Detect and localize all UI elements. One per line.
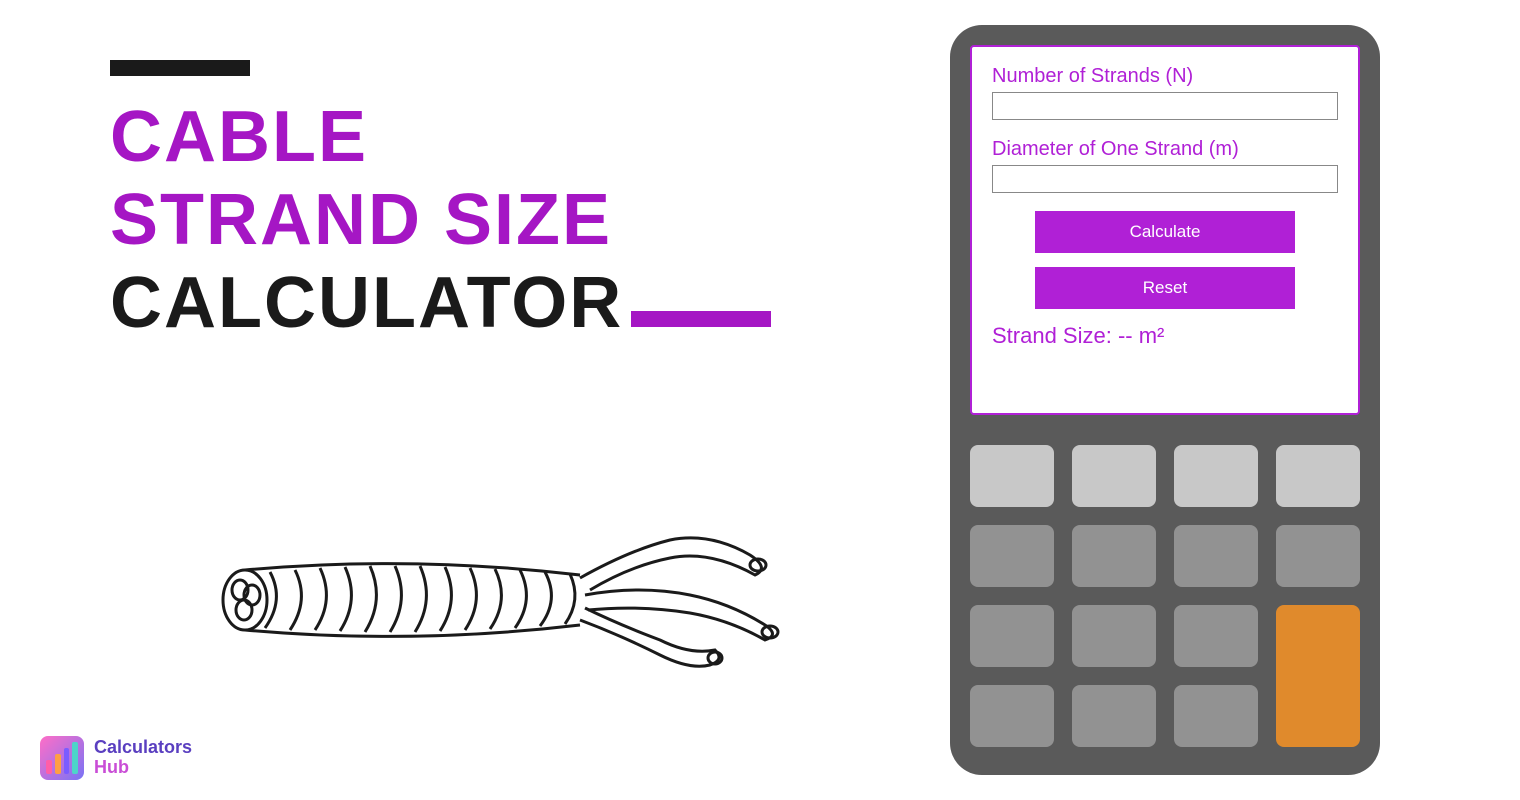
keypad-key[interactable] (1072, 605, 1156, 667)
keypad-key[interactable] (970, 605, 1054, 667)
keypad-key[interactable] (1072, 445, 1156, 507)
field-strands-label: Number of Strands (N) (992, 65, 1338, 88)
logo-bar (72, 742, 78, 774)
logo-text: Calculators Hub (94, 738, 192, 778)
field-diameter-label: Diameter of One Strand (m) (992, 138, 1338, 161)
logo-bar (55, 754, 61, 774)
keypad-key[interactable] (1276, 525, 1360, 587)
cable-illustration (210, 500, 810, 700)
logo-bar (64, 748, 70, 774)
keypad-key[interactable] (970, 525, 1054, 587)
reset-button[interactable]: Reset (1035, 267, 1295, 309)
logo-icon (40, 736, 84, 780)
logo-bar (46, 760, 52, 774)
keypad-key[interactable] (970, 445, 1054, 507)
result-text: Strand Size: -- m² (992, 323, 1338, 349)
title-line-3: CALCULATOR (110, 263, 623, 343)
calculate-button[interactable]: Calculate (1035, 211, 1295, 253)
keypad (970, 445, 1360, 747)
keypad-key[interactable] (1174, 605, 1258, 667)
keypad-key[interactable] (1174, 445, 1258, 507)
logo-text-2: Hub (94, 758, 192, 778)
keypad-key[interactable] (1174, 685, 1258, 747)
title-block: CABLE STRAND SIZE CALCULATOR (110, 60, 771, 344)
title-top-bar (110, 60, 250, 76)
title-bottom-bar (631, 311, 771, 327)
calculator-screen: Number of Strands (N) Diameter of One St… (970, 45, 1360, 415)
keypad-key[interactable] (1174, 525, 1258, 587)
logo: Calculators Hub (40, 736, 192, 780)
logo-text-1: Calculators (94, 738, 192, 758)
field-strands-input[interactable] (992, 92, 1338, 120)
keypad-key[interactable] (970, 685, 1054, 747)
keypad-key[interactable] (1072, 525, 1156, 587)
keypad-key-equals[interactable] (1276, 605, 1360, 747)
title-line-2: STRAND SIZE (110, 179, 771, 262)
calculator-device: Number of Strands (N) Diameter of One St… (950, 25, 1380, 775)
title-line-1: CABLE (110, 96, 771, 179)
title-line-3-wrap: CALCULATOR (110, 262, 771, 345)
keypad-key[interactable] (1072, 685, 1156, 747)
keypad-key[interactable] (1276, 445, 1360, 507)
field-diameter-input[interactable] (992, 165, 1338, 193)
